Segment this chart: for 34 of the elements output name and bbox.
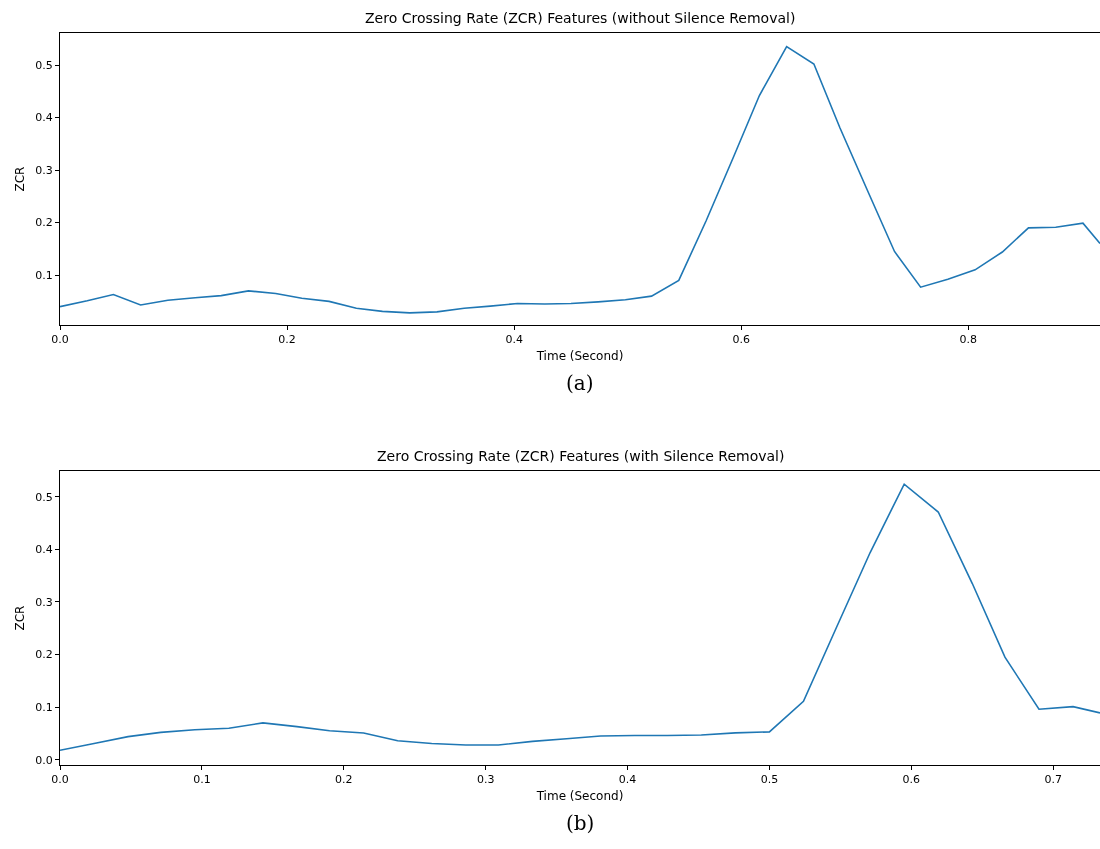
y-axis-title: ZCR [12, 166, 27, 192]
y-tick-label: 0.4 [35, 111, 53, 125]
y-tick-label: 0.3 [35, 163, 53, 177]
x-tick-label: 0.0 [51, 773, 69, 787]
y-tick-label: 0.1 [35, 701, 53, 714]
y-tick-label: 0.3 [35, 595, 53, 609]
y-tick-label: 0.1 [35, 268, 53, 282]
text: (b) [566, 811, 595, 835]
x-tick-label: 0.2 [335, 773, 353, 787]
x-tick-label: 0.2 [278, 333, 296, 347]
y-tick-label: 0.0 [35, 753, 53, 767]
line-series [60, 483, 1100, 752]
x-tick-label: 0.8 [959, 333, 978, 347]
y-tick-label: 0.2 [35, 648, 53, 662]
x-tick-label: 0.4 [618, 773, 637, 787]
x-tick-label: 0.5 [760, 773, 779, 787]
y-axis-title: ZCR [12, 605, 27, 631]
y-tick-label: 0.2 [35, 216, 53, 230]
y-tick-label: 0.4 [35, 543, 53, 557]
chart-title: Zero Crossing Rate (ZCR) Features (with Silence Removal) [377, 448, 785, 464]
x-tick-label: 0.7 [1044, 773, 1062, 787]
x-tick-label: 0.3 [476, 773, 495, 787]
x-tick-label: 0.6 [902, 773, 921, 787]
y-tick-label: 0.5 [35, 58, 53, 72]
text: (a) [566, 371, 594, 395]
y-tick-label: 0.5 [35, 490, 53, 504]
chart-title: Zero Crossing Rate (ZCR) Features (without Silence Removal) [365, 10, 796, 26]
x-axis-title: Time (Second) [535, 349, 624, 364]
x-tick-label: 0.4 [505, 333, 523, 347]
x-tick-label: 0.1 [193, 773, 211, 787]
x-axis-title: Time (Second) [535, 789, 624, 804]
x-tick-label: 0.6 [732, 333, 750, 347]
line-series [60, 45, 1100, 314]
x-tick-label: 0.0 [51, 333, 69, 347]
